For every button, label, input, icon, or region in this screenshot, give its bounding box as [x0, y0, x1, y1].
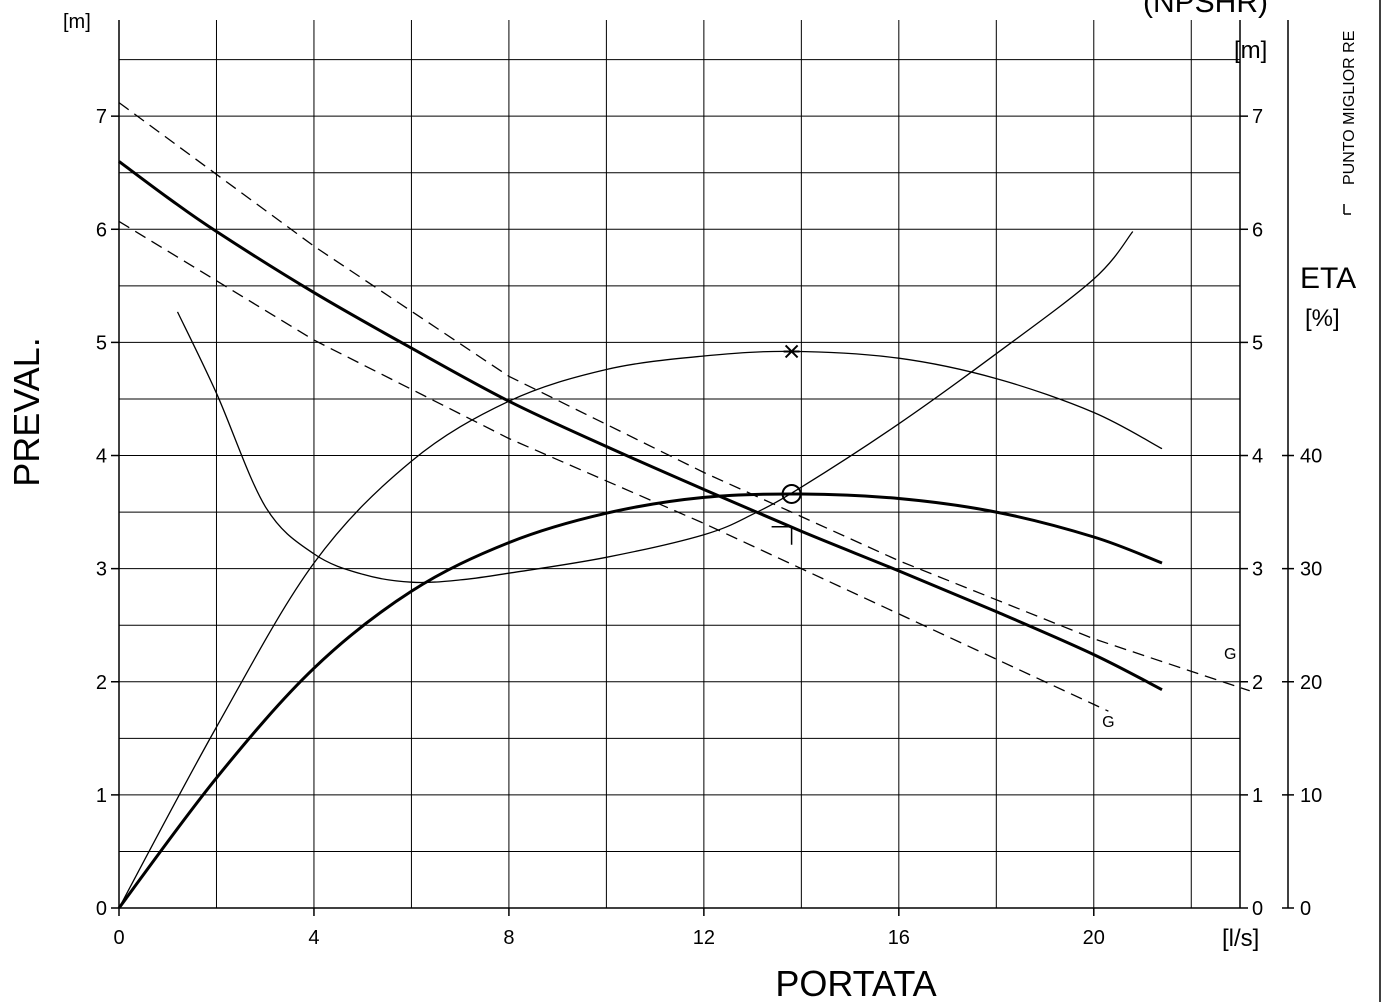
x-tick-label: 0 [113, 927, 124, 949]
series [117, 102, 1250, 909]
y-tick-label: 0 [96, 898, 107, 920]
npshr-unit-label: [m] [1234, 37, 1267, 64]
y-tick-label: 7 [96, 106, 107, 128]
y-tick-label: 5 [96, 332, 107, 354]
series-efficiency-variant-line [118, 350, 1163, 909]
npshr-tick-label: 7 [1252, 106, 1263, 128]
axes [118, 0, 1381, 1002]
x-tick-label: 8 [503, 927, 514, 949]
series-npshr-line [176, 231, 1134, 584]
x-tick-label: 12 [693, 927, 715, 949]
efficiency-tick-label: 20 [1300, 672, 1322, 694]
x-tick-label: 20 [1083, 927, 1105, 949]
npshr-tick-label: 3 [1252, 559, 1263, 581]
series-head-line [118, 160, 1163, 692]
npshr-tick-label: 0 [1252, 898, 1263, 920]
best-efficiency-legend-label: PUNTO MIGLIOR RE [1341, 31, 1358, 185]
best-efficiency-legend-symbol [1343, 204, 1351, 215]
g-curve-label: G [1102, 714, 1114, 731]
npshr-tick-label: 5 [1252, 332, 1263, 354]
efficiency-tick-label: 30 [1300, 559, 1322, 581]
y-tick-label: 2 [96, 672, 107, 694]
y-tick-label: 1 [96, 785, 107, 807]
y-tick-label: 3 [96, 559, 107, 581]
y-tick-label: 6 [96, 219, 107, 241]
markers: GG [771, 344, 1236, 731]
npshr-tick-label: 4 [1252, 446, 1263, 468]
efficiency-label: ETA [1300, 262, 1356, 295]
best-efficiency-star-marker [783, 344, 800, 359]
x-tick-label: 4 [308, 927, 319, 949]
efficiency-tick-label: 40 [1300, 446, 1322, 468]
efficiency-tick-label: 10 [1300, 785, 1322, 807]
series-efficiency-line [117, 492, 1163, 909]
y-unit-label: [m] [63, 11, 91, 33]
efficiency-unit-label: [%] [1305, 305, 1340, 332]
npshr-tick-label: 6 [1252, 219, 1263, 241]
npshr-title: (NPSHR) [1143, 0, 1268, 19]
y-axis-label: PREVAL. [6, 337, 47, 486]
grid [119, 20, 1240, 908]
best-efficiency-head-marker [771, 526, 793, 545]
efficiency-tick-label: 0 [1300, 898, 1311, 920]
series-head-upper-line [118, 102, 1250, 692]
duty-point-marker [781, 483, 802, 504]
x-tick-label: 16 [888, 927, 910, 949]
x-axis-label: PORTATA [775, 963, 936, 1002]
g-curve-label: G [1224, 646, 1236, 663]
npshr-tick-label: 1 [1252, 785, 1263, 807]
npshr-tick-label: 2 [1252, 672, 1263, 694]
y-tick-label: 4 [96, 446, 107, 468]
series-head-lower-line [118, 220, 1109, 712]
x-unit-label: [l/s] [1222, 925, 1259, 952]
